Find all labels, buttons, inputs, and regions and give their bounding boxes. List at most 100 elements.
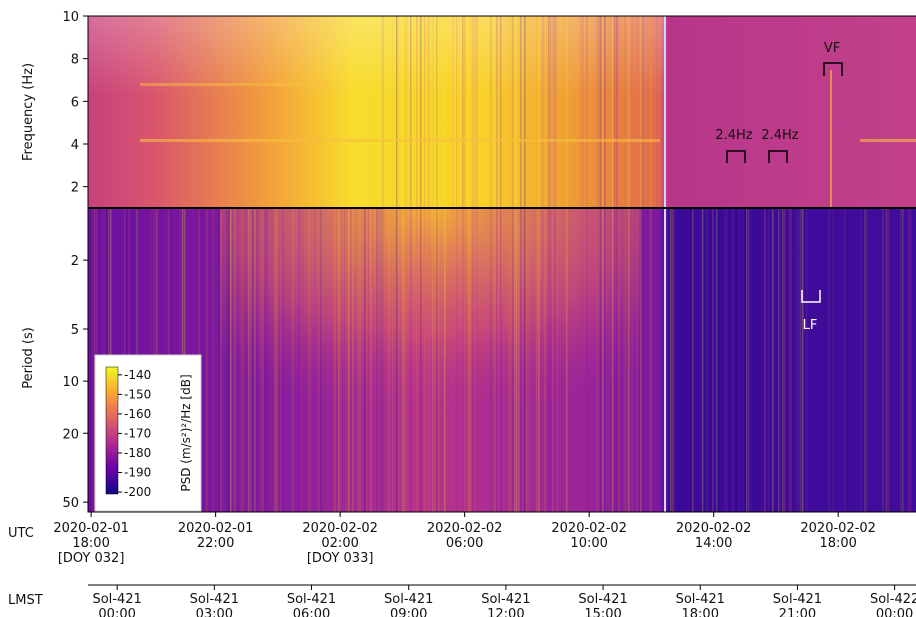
spectrogram-stripe — [640, 16, 642, 512]
spectrogram-stripe — [732, 208, 734, 512]
spectrogram-stripe — [334, 208, 336, 512]
spectrogram-stripe — [598, 16, 600, 512]
y-tick-label: 5 — [71, 323, 79, 338]
x-tick-label: Sol-421 00:00 — [92, 592, 142, 617]
spectrogram-stripe — [690, 208, 692, 512]
spectrogram-stripe — [298, 208, 300, 512]
spectrogram-stripe — [398, 16, 400, 512]
x-tick-label: 2020-02-01 18:00 [DOY 032] — [53, 521, 129, 566]
y-tick-label: 2 — [71, 254, 79, 269]
spectrogram-stripe — [796, 208, 798, 512]
spectrogram-stripe — [508, 16, 510, 512]
spectrogram-stripe — [360, 208, 362, 512]
spectrogram-stripe — [92, 208, 94, 512]
spectrogram-stripe — [350, 208, 352, 512]
spectrogram-stripe — [684, 208, 686, 512]
spectrogram-stripe — [228, 208, 230, 512]
spectrogram-stripe — [452, 16, 454, 512]
spectrogram-stripe — [498, 16, 500, 512]
spectrogram-stripe — [566, 16, 568, 512]
spectrogram-stripe — [232, 208, 234, 512]
spectrogram-stripe — [724, 208, 726, 512]
spectrogram-stripe — [280, 208, 282, 512]
spectrogram-stripe — [358, 208, 360, 512]
spectrogram-stripe — [798, 208, 800, 512]
spectrogram-stripe — [784, 208, 786, 512]
spectrogram-stripe — [602, 16, 604, 512]
spectrogram-stripe — [242, 208, 244, 512]
spectrogram-stripe — [552, 16, 554, 512]
spectrogram-band — [140, 83, 330, 86]
spectrogram-stripe — [800, 208, 802, 512]
spectrogram-stripe — [768, 208, 770, 512]
y-tick-label: 6 — [71, 95, 79, 110]
spectrogram-stripe — [518, 16, 520, 512]
spectrogram-stripe — [716, 208, 718, 512]
spectrogram-stripe — [404, 16, 406, 512]
x-tick-label: 2020-02-02 02:00 [DOY 033] — [302, 521, 378, 566]
y-tick-label: 2 — [71, 181, 79, 196]
spectrogram-stripe — [254, 208, 256, 512]
x-tick-label: 2020-02-02 06:00 — [426, 521, 503, 551]
spectrogram-stripe — [220, 208, 222, 512]
spectrogram-stripe — [626, 16, 628, 512]
spectrogram-stripe — [772, 208, 774, 512]
spectrogram-stripe — [738, 208, 740, 512]
spectrogram-stripe — [600, 16, 602, 512]
spectrogram-stripe — [762, 208, 764, 512]
spectrogram-stripe — [320, 208, 322, 512]
spectrogram-stripe — [490, 16, 492, 512]
spectrogram-stripe — [340, 208, 342, 512]
spectrogram-stripe — [266, 208, 268, 512]
spectrogram-stripe — [406, 16, 408, 512]
annotation: VF — [824, 41, 840, 56]
x-tick-label: Sol-421 15:00 — [578, 592, 628, 617]
spectrogram-stripe — [262, 208, 264, 512]
spectrogram-stripe — [528, 16, 530, 512]
x-tick-label: 2020-02-02 10:00 — [551, 521, 627, 551]
spectrogram-stripe — [456, 16, 458, 512]
spectrogram-stripe — [210, 208, 212, 512]
spectrogram-stripe — [650, 16, 652, 512]
spectrogram-stripe — [842, 208, 844, 512]
spectrogram-stripe — [444, 16, 446, 512]
spectrogram-stripe — [428, 16, 430, 512]
spectrogram-stripe — [272, 208, 274, 512]
bracket — [801, 290, 821, 303]
spectrogram-stripe — [348, 208, 350, 512]
y-tick-label: 20 — [62, 427, 79, 442]
spectrogram-stripe — [436, 16, 438, 512]
colorbar-tick-label: -190 — [124, 466, 151, 480]
spectrogram-stripe — [630, 16, 632, 512]
spectrogram-stripe — [702, 208, 704, 512]
spectrogram-stripe — [538, 16, 540, 512]
spectrogram-stripe — [914, 208, 916, 512]
spectrogram-blob — [220, 208, 640, 468]
spectrogram-stripe — [260, 208, 262, 512]
spectrogram-stripe — [468, 16, 470, 512]
frame — [87, 15, 916, 513]
spectrogram-stripe — [244, 208, 246, 512]
spectrogram-stripe — [726, 208, 728, 512]
spectrogram-stripe — [382, 16, 384, 512]
y-tick-label: 10 — [62, 10, 79, 25]
spectrogram-stripe — [628, 16, 630, 512]
spectrogram-stripe — [494, 16, 496, 512]
spectrogram-stripe — [744, 208, 746, 512]
spectrogram-stripe — [250, 208, 252, 512]
spectrogram-stripe — [548, 16, 550, 512]
spectrogram-stripe — [712, 208, 714, 512]
colorbar-tick-label: -180 — [124, 446, 151, 460]
gap-line — [664, 16, 666, 512]
bracket — [823, 62, 843, 76]
spectrogram-stripe — [582, 16, 584, 512]
spectrogram-stripe — [474, 16, 476, 512]
spectrogram-stripe — [746, 208, 748, 512]
spectrogram-stripe — [612, 16, 614, 512]
spectrogram-stripe — [378, 208, 380, 512]
spectrogram-stripe — [370, 208, 372, 512]
spectrogram-stripe — [748, 208, 750, 512]
spectrogram-stripe — [256, 208, 258, 512]
spectrogram-stripe — [364, 208, 366, 512]
annotation: LF — [803, 318, 818, 333]
